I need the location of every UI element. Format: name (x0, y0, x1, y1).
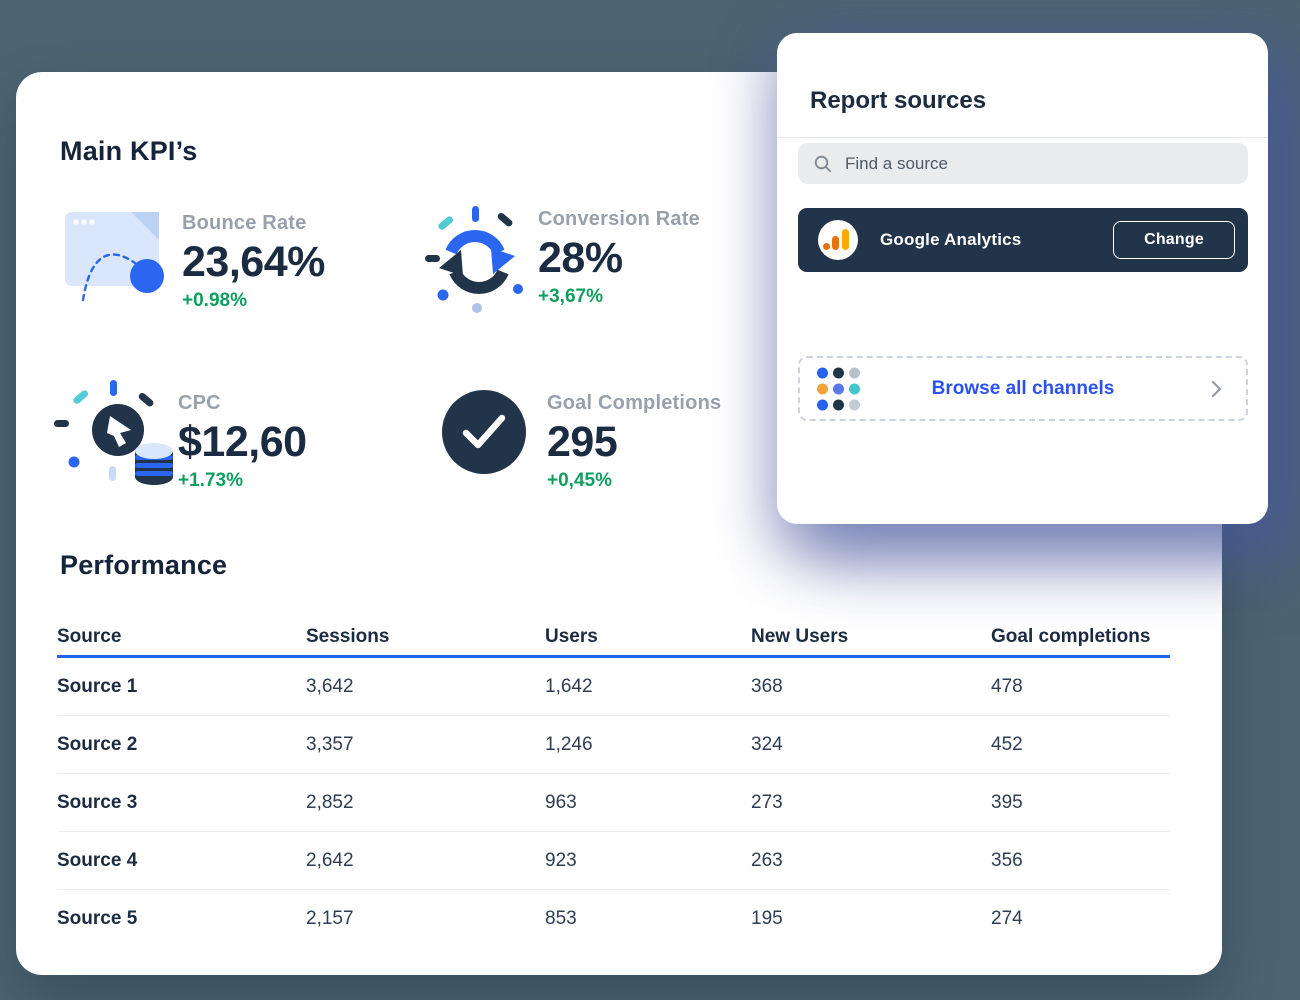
kpi-label: Goal Completions (547, 392, 722, 414)
search-icon (814, 155, 832, 172)
browse-all-channels-button[interactable]: Browse all channels (798, 356, 1248, 421)
checkmark-icon (442, 390, 526, 474)
channels-grid-icon (817, 367, 860, 410)
cell-source: Source 1 (57, 675, 138, 697)
source-search[interactable] (798, 143, 1248, 184)
cell-sessions: 2,157 (306, 908, 354, 929)
cell-goal-completions: 452 (991, 733, 1023, 755)
change-source-button[interactable]: Change (1113, 221, 1235, 259)
kpi-label: CPC (178, 392, 221, 414)
column-header-new-users: New Users (751, 625, 849, 647)
kpi-delta: +0,45% (547, 470, 612, 491)
cell-source: Source 5 (57, 908, 138, 929)
kpi-value: $12,60 (178, 418, 307, 466)
kpi-label: Bounce Rate (182, 212, 307, 234)
kpi-label: Conversion Rate (538, 208, 700, 230)
cell-source: Source 3 (57, 791, 138, 813)
cell-users: 923 (545, 849, 577, 871)
kpi-value: 23,64% (182, 238, 325, 286)
bounce-rate-icon (56, 206, 182, 306)
source-name: Google Analytics (880, 230, 1022, 249)
column-header-users: Users (545, 625, 598, 647)
panel-title: Report sources (810, 87, 987, 114)
cell-new-users: 195 (751, 908, 783, 929)
search-input[interactable] (845, 153, 1225, 174)
main-kpis-title: Main KPI’s (60, 136, 198, 166)
cell-users: 853 (545, 908, 577, 929)
table-header-row: Source Sessions Users New Users Goal com… (57, 618, 1170, 658)
table-row: Source 1 3,642 1,642 368 478 (57, 658, 1170, 716)
kpi-goal-completions: Goal Completions 295 +0,45% (421, 390, 721, 492)
chevron-right-icon (1211, 380, 1222, 397)
cell-users: 1,246 (545, 733, 593, 755)
cell-goal-completions: 356 (991, 849, 1023, 871)
conversion-rate-icon (416, 202, 538, 314)
kpi-bounce-rate: Bounce Rate 23,64% +0.98% (56, 206, 325, 312)
table-row: Source 4 2,642 923 263 356 (57, 832, 1170, 890)
kpi-conversion-rate: Conversion Rate 28% +3,67% (416, 202, 700, 314)
cell-users: 1,642 (545, 675, 593, 697)
cell-sessions: 2,852 (306, 791, 354, 813)
kpi-delta: +3,67% (538, 286, 603, 307)
panel-divider (777, 137, 1268, 138)
kpi-value: 28% (538, 234, 623, 282)
cell-new-users: 368 (751, 675, 783, 697)
kpi-value: 295 (547, 418, 618, 466)
performance-title: Performance (60, 550, 228, 580)
table-row: Source 2 3,357 1,246 324 452 (57, 716, 1170, 774)
report-sources-panel: Report sources Google Analytics Change B… (777, 33, 1268, 524)
table-row: Source 3 2,852 963 273 395 (57, 774, 1170, 832)
cell-sessions: 3,642 (306, 675, 354, 697)
browse-all-channels-label: Browse all channels (931, 377, 1115, 399)
kpi-cpc: CPC $12,60 +1.73% (52, 378, 307, 492)
cell-source: Source 4 (57, 849, 138, 871)
table-row: Source 5 2,157 853 195 274 (57, 890, 1170, 948)
google-analytics-icon (818, 220, 858, 260)
cell-new-users: 263 (751, 849, 783, 871)
cell-new-users: 324 (751, 733, 783, 755)
kpi-delta: +1.73% (178, 470, 243, 491)
cell-goal-completions: 478 (991, 675, 1023, 697)
cell-users: 963 (545, 791, 577, 813)
cell-new-users: 273 (751, 791, 783, 813)
cpc-icon (52, 378, 178, 488)
column-header-source: Source (57, 625, 122, 647)
cell-sessions: 3,357 (306, 733, 354, 755)
selected-source-row[interactable]: Google Analytics Change (798, 208, 1248, 272)
column-header-goal-completions: Goal completions (991, 625, 1151, 647)
cell-source: Source 2 (57, 733, 138, 755)
cell-sessions: 2,642 (306, 849, 354, 871)
cell-goal-completions: 395 (991, 791, 1023, 813)
column-header-sessions: Sessions (306, 625, 390, 647)
cell-goal-completions: 274 (991, 908, 1023, 929)
kpi-delta: +0.98% (182, 290, 247, 311)
performance-table: Source Sessions Users New Users Goal com… (57, 618, 1170, 948)
